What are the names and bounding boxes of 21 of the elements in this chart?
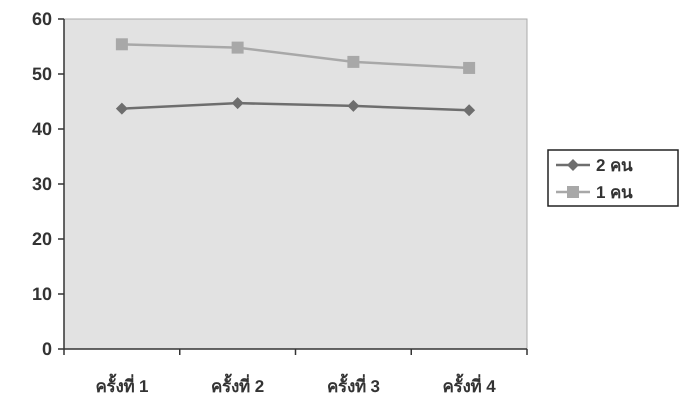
y-tick-label: 50 xyxy=(32,64,52,84)
y-tick-label: 0 xyxy=(42,339,52,359)
y-tick-label: 40 xyxy=(32,119,52,139)
point xyxy=(347,56,360,68)
x-tick-label: ครั้งที่ 2 xyxy=(211,373,264,396)
point xyxy=(232,97,244,110)
y-tick-label: 30 xyxy=(32,174,52,194)
point xyxy=(116,38,128,50)
legend-label: 1 คน xyxy=(596,183,634,202)
x-tick-label: ครั้งที่ 3 xyxy=(326,373,380,396)
y-tick-label: 20 xyxy=(32,229,52,249)
x-tick-label: ครั้งที่ 4 xyxy=(442,373,496,396)
point xyxy=(347,100,360,112)
point xyxy=(116,102,128,115)
y-tick-label: 10 xyxy=(32,284,52,304)
y-tick-label: 60 xyxy=(32,9,52,29)
point xyxy=(463,104,476,116)
point xyxy=(463,62,476,74)
point xyxy=(232,42,244,54)
x-tick-label: ครั้งที่ 1 xyxy=(95,373,148,396)
legend-label: 2 คน xyxy=(596,156,634,175)
